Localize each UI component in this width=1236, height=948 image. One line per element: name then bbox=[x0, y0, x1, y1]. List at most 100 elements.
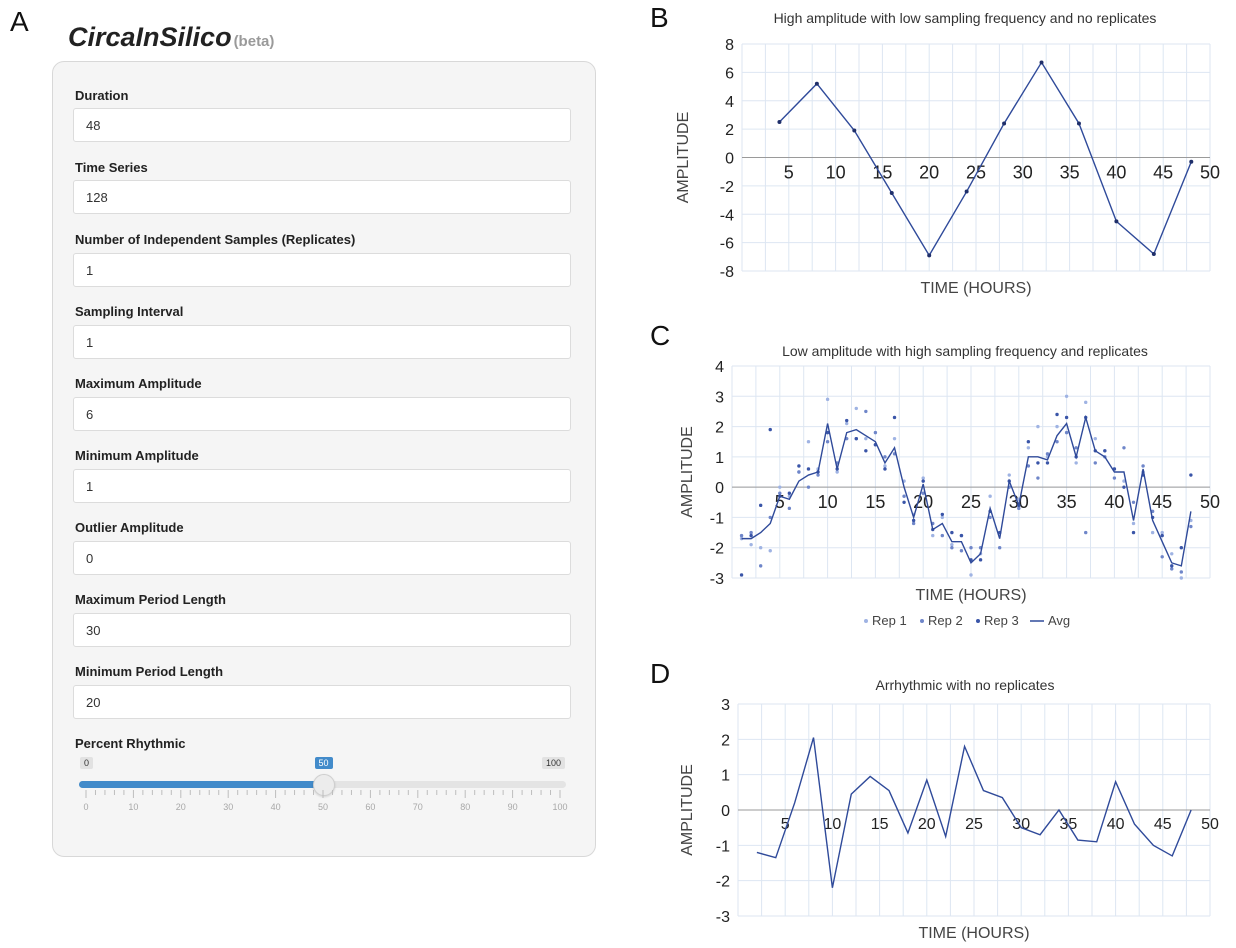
slider-max-badge: 100 bbox=[542, 757, 566, 769]
rep-2-point bbox=[1084, 530, 1088, 535]
y-tick-label: 0 bbox=[725, 151, 734, 168]
series-line bbox=[756, 737, 1192, 888]
rep-3-point bbox=[787, 491, 792, 495]
data-point bbox=[1151, 251, 1156, 256]
rep-1-point bbox=[835, 470, 839, 474]
slider-tick-label: 40 bbox=[271, 802, 281, 812]
rep-1-point bbox=[950, 542, 954, 547]
app-name: CircaInSilico bbox=[68, 22, 232, 52]
rep-2-point bbox=[1189, 524, 1193, 529]
y-tick-label: 3 bbox=[721, 697, 730, 714]
rep-3-point bbox=[950, 530, 954, 535]
rep-2-point bbox=[921, 491, 925, 495]
max-period-input[interactable] bbox=[73, 613, 571, 647]
y-tick-label: -3 bbox=[716, 909, 730, 926]
rep-2-point bbox=[1064, 430, 1069, 435]
rep-2-point bbox=[969, 546, 973, 550]
rep-3-point bbox=[1036, 461, 1040, 465]
y-tick-label: 2 bbox=[725, 122, 734, 139]
rep-3-point bbox=[768, 427, 772, 432]
rep-2-point bbox=[864, 409, 868, 414]
rep-1-point bbox=[1179, 576, 1184, 580]
y-tick-label: 4 bbox=[715, 359, 724, 376]
min-period-input[interactable] bbox=[73, 685, 571, 719]
rep-3-point bbox=[806, 467, 811, 471]
rep-3-point bbox=[1064, 415, 1069, 420]
rep-2-point bbox=[883, 455, 887, 459]
rep-3-point bbox=[1170, 564, 1174, 568]
slider-tick-label: 30 bbox=[223, 802, 233, 812]
x-tick-label: 10 bbox=[826, 163, 846, 183]
rep-2-point bbox=[1045, 452, 1050, 456]
x-tick-label: 45 bbox=[1153, 163, 1173, 183]
legend-marker-rep-1 bbox=[864, 619, 868, 623]
rep-2-point bbox=[1170, 567, 1174, 571]
x-tick-label: 50 bbox=[1200, 163, 1220, 183]
rep-2-point bbox=[1112, 476, 1117, 480]
series-line bbox=[778, 61, 1192, 257]
data-point bbox=[1039, 60, 1044, 65]
outlier-amplitude-input[interactable] bbox=[73, 541, 571, 575]
rep-1-point bbox=[1131, 521, 1136, 526]
rep-3-point bbox=[1179, 546, 1184, 550]
slider-tick-label: 100 bbox=[552, 802, 567, 812]
x-tick-label: 40 bbox=[1106, 163, 1126, 183]
rep-2-point bbox=[902, 494, 906, 498]
x-tick-label: 20 bbox=[918, 816, 936, 833]
time-series-input[interactable] bbox=[73, 180, 571, 214]
x-tick-label: 35 bbox=[1060, 163, 1080, 183]
x-tick-label: 15 bbox=[871, 816, 889, 833]
rep-1-point bbox=[1064, 394, 1069, 398]
rep-3-point bbox=[1045, 461, 1050, 465]
y-tick-label: 2 bbox=[715, 420, 724, 437]
rep-1-point bbox=[1084, 400, 1088, 405]
rep-2-point bbox=[806, 485, 811, 489]
rep-3-point bbox=[797, 464, 801, 468]
rep-3-point bbox=[940, 512, 945, 517]
x-tick-label: 15 bbox=[865, 492, 885, 512]
duration-input[interactable] bbox=[73, 108, 571, 142]
legend-marker-rep-2 bbox=[920, 619, 924, 623]
rep-2-point bbox=[1017, 506, 1021, 511]
y-axis-title: AMPLITUDE bbox=[679, 764, 696, 856]
rep-2-point bbox=[797, 470, 801, 474]
x-tick-label: 25 bbox=[966, 163, 986, 183]
chart-b: -8 -6 -4 -2 0 2 4 6 8 5 10 15 20 25 30 35 40 45 50 TIME (HO… bbox=[675, 37, 1220, 297]
rep-1-point bbox=[1074, 461, 1078, 465]
rep-1-point bbox=[749, 542, 753, 547]
chart-c-title: Low amplitude with high sampling frequen… bbox=[782, 343, 1148, 359]
x-tick-label: 25 bbox=[961, 492, 981, 512]
data-point bbox=[964, 189, 969, 194]
rep-3-point bbox=[864, 449, 868, 453]
replicates-input[interactable] bbox=[73, 253, 571, 287]
rep-1-point bbox=[988, 494, 992, 498]
rep-2-point bbox=[816, 473, 820, 477]
slider-tick-label: 80 bbox=[460, 802, 470, 812]
y-tick-label: 1 bbox=[715, 450, 724, 467]
max-amplitude-input[interactable] bbox=[73, 397, 571, 431]
parameters-form: Duration Time Series Number of Independe… bbox=[52, 61, 596, 857]
rep-3-point bbox=[845, 418, 849, 423]
chart-d-title: Arrhythmic with no replicates bbox=[875, 677, 1055, 693]
y-tick-label: 8 bbox=[725, 37, 734, 54]
sampling-interval-input[interactable] bbox=[73, 325, 571, 359]
rep-1-point bbox=[1160, 530, 1164, 535]
rep-1-point bbox=[921, 476, 925, 480]
rep-1-point bbox=[1007, 473, 1011, 477]
y-tick-label: -1 bbox=[716, 838, 730, 855]
rep-2-point bbox=[778, 491, 782, 495]
rep-3-point bbox=[825, 430, 830, 435]
slider-fill bbox=[79, 781, 323, 788]
percent-rhythmic-slider[interactable] bbox=[79, 774, 566, 796]
rep-1-point bbox=[1122, 479, 1126, 483]
min-amplitude-input[interactable] bbox=[73, 469, 571, 503]
duration-label: Duration bbox=[75, 88, 129, 103]
rep-1-point bbox=[768, 549, 772, 553]
panel-label-b: B bbox=[650, 2, 669, 33]
x-tick-label: 20 bbox=[919, 163, 939, 183]
x-tick-label: 45 bbox=[1154, 816, 1172, 833]
rep-2-point bbox=[1122, 446, 1126, 450]
max-amplitude-label: Maximum Amplitude bbox=[75, 376, 202, 391]
